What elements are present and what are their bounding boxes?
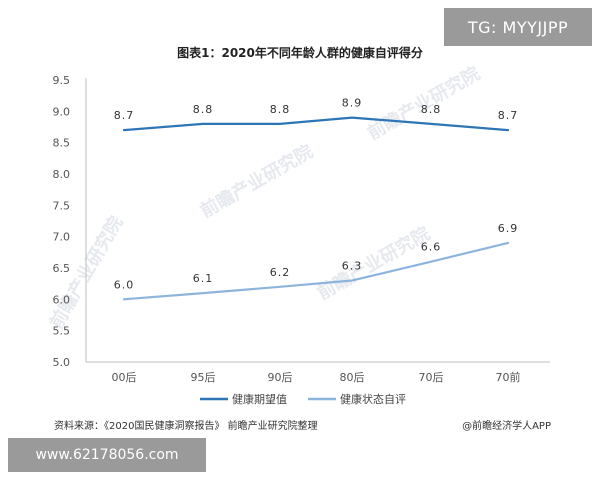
credit-text: @前瞻经济学人APP xyxy=(462,419,551,432)
y-tick-label: 8.0 xyxy=(53,168,71,181)
tg-overlay-badge: TG: MYYJJPP xyxy=(444,8,592,46)
legend-label-selfrated: 健康状态自评 xyxy=(340,392,406,406)
source-text: 资料来源：《2020国民健康洞察报告》 前瞻产业研究院整理 xyxy=(54,419,318,432)
data-label: 8.8 xyxy=(421,103,442,116)
y-tick-label: 5.5 xyxy=(53,325,71,338)
legend-label-expected: 健康期望值 xyxy=(232,392,287,406)
x-tick-labels: 00后 95后 90后 80后 70后 70前 xyxy=(112,370,521,384)
x-tick-label: 70前 xyxy=(496,370,521,384)
series-line-1 xyxy=(122,241,510,301)
data-label: 8.9 xyxy=(342,97,363,110)
y-tick-label: 9.5 xyxy=(53,74,71,87)
data-label: 6.2 xyxy=(270,266,291,279)
y-tick-label: 7.5 xyxy=(53,199,71,212)
data-label: 6.3 xyxy=(342,260,363,273)
series-line-0 xyxy=(122,116,510,132)
legend: 健康期望值 健康状态自评 xyxy=(200,392,406,406)
data-label: 8.8 xyxy=(193,103,214,116)
url-overlay-badge: www.62178056.com xyxy=(8,438,206,472)
value-labels: 8.7 8.8 8.8 8.9 8.8 8.7 6.0 6.1 6.2 6.3 6.6 6.9 xyxy=(114,97,519,292)
series-lines xyxy=(122,116,510,301)
data-label: 8.8 xyxy=(270,103,291,116)
y-tick-label: 5.0 xyxy=(53,356,71,369)
watermark-3: 前瞻产业研究院 xyxy=(314,222,434,304)
data-label: 8.7 xyxy=(498,109,519,122)
data-label: 6.1 xyxy=(193,272,214,285)
x-tick-label: 95后 xyxy=(191,371,216,384)
x-tick-label: 90后 xyxy=(268,371,293,384)
x-tick-label: 70后 xyxy=(419,371,444,384)
x-tick-label: 80后 xyxy=(340,371,365,384)
x-tick-label: 00后 xyxy=(112,371,137,384)
y-tick-label: 7.0 xyxy=(53,231,71,244)
y-tick-label: 9.0 xyxy=(53,105,71,118)
y-tick-label: 6.0 xyxy=(53,293,71,306)
y-tick-label: 6.5 xyxy=(53,262,71,275)
watermarks: 前瞻产业研究院 前瞻产业研究院 前瞻产业研究院 前瞻产业研究院 xyxy=(45,62,483,332)
y-tick-labels: 5.0 5.5 6.0 6.5 7.0 7.5 8.0 8.5 9.0 9.5 xyxy=(53,74,71,369)
watermark-1: 前瞻产业研究院 xyxy=(197,140,317,222)
data-label: 8.7 xyxy=(114,109,135,122)
data-label: 6.9 xyxy=(498,222,519,235)
data-label: 6.0 xyxy=(114,278,135,291)
chart-title: 图表1：2020年不同年龄人群的健康自评得分 xyxy=(177,45,423,60)
data-label: 6.6 xyxy=(421,241,442,254)
y-tick-label: 8.5 xyxy=(53,137,71,150)
